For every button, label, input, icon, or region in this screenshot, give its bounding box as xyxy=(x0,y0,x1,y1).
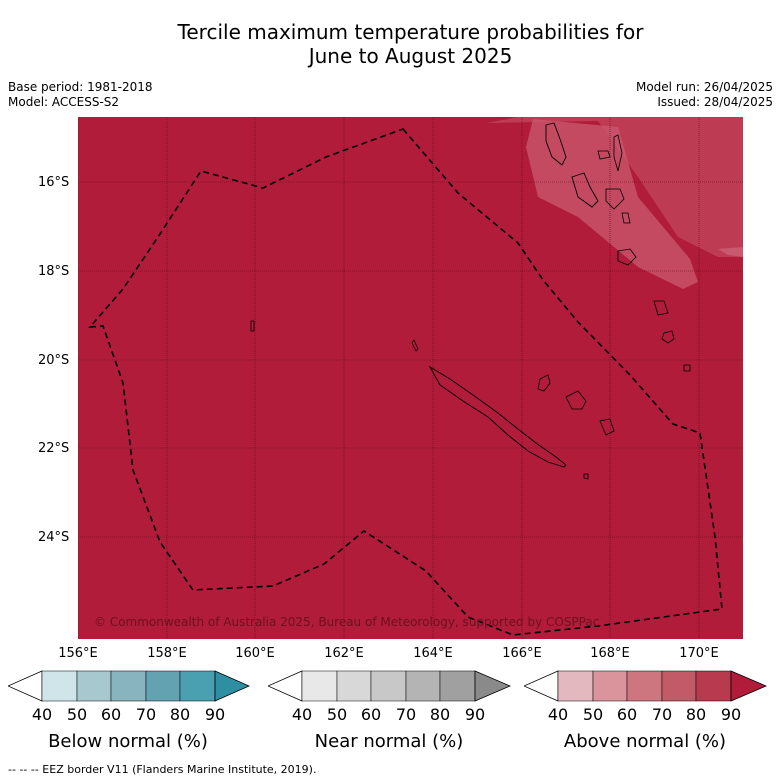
colorbar-tick: 70 xyxy=(395,705,417,724)
colorbar-tick: 90 xyxy=(204,705,226,724)
loyalty-island-3 xyxy=(599,418,615,436)
vanuatu-island-7 xyxy=(617,248,637,266)
lat-label: 24°S xyxy=(38,530,70,545)
colorbar-tick: 80 xyxy=(429,705,451,724)
lon-label: 160°E xyxy=(235,646,275,661)
below-normal-label: Below normal (%) xyxy=(48,731,208,752)
lat-label: 16°S xyxy=(38,175,70,190)
colorbar-tick: 40 xyxy=(31,705,53,724)
colorbar-tick: 50 xyxy=(582,705,604,724)
colorbar-tick: 40 xyxy=(291,705,313,724)
colorbar-tick: 40 xyxy=(547,705,569,724)
near-normal-label: Near normal (%) xyxy=(314,731,464,752)
model-name: Model: ACCESS-S2 xyxy=(8,95,120,109)
lon-label: 158°E xyxy=(147,646,187,661)
islet xyxy=(250,320,255,332)
colorbar-tick: 70 xyxy=(135,705,157,724)
lower-probability-patch xyxy=(718,247,743,257)
title-line-1: Tercile maximum temperature probabilitie… xyxy=(177,20,644,44)
lon-label: 168°E xyxy=(590,646,630,661)
lon-label: 164°E xyxy=(413,646,453,661)
lat-label: 22°S xyxy=(38,441,70,456)
above-normal-label: Above normal (%) xyxy=(563,731,727,752)
vanuatu-island-6 xyxy=(621,212,631,224)
above-normal-colorbar xyxy=(524,670,768,702)
meta-left: Base period: 1981-2018 Model: ACCESS-S2 xyxy=(8,80,153,110)
colorbar-tick: 90 xyxy=(464,705,486,724)
colorbar-tick: 50 xyxy=(326,705,348,724)
base-period: Base period: 1981-2018 xyxy=(8,80,153,94)
lon-label: 170°E xyxy=(679,646,719,661)
graticule xyxy=(78,117,743,639)
eez-border xyxy=(88,128,723,636)
vanuatu-island-1 xyxy=(545,122,567,166)
colorbar-tick: 60 xyxy=(100,705,122,724)
new-caledonia-island xyxy=(428,365,567,468)
below-normal-colorbar xyxy=(8,670,250,702)
colorbar-tick: 60 xyxy=(360,705,382,724)
colorbar-tick: 80 xyxy=(685,705,707,724)
lowest-probability-region xyxy=(526,119,698,289)
lat-label: 20°S xyxy=(38,353,70,368)
islet xyxy=(683,364,691,372)
loyalty-island-1 xyxy=(537,374,551,392)
model-run: Model run: 26/04/2025 xyxy=(635,80,773,94)
forecast-map[interactable]: © Commonwealth of Australia 2025, Bureau… xyxy=(78,117,743,639)
lower-probability-region xyxy=(486,117,743,257)
lon-label: 166°E xyxy=(502,646,542,661)
lon-label: 162°E xyxy=(324,646,364,661)
meta-right: Model run: 26/04/2025 Issued: 28/04/2025 xyxy=(636,80,773,110)
map-title: Tercile maximum temperature probabilitie… xyxy=(0,20,781,68)
colorbar-tick: 60 xyxy=(616,705,638,724)
vanuatu-island-5 xyxy=(605,188,625,210)
vanuatu-island-4 xyxy=(613,134,623,172)
vanuatu-island-2 xyxy=(571,172,599,208)
lon-label: 156°E xyxy=(58,646,98,661)
colorbar-tick: 90 xyxy=(720,705,742,724)
colorbar-tick: 70 xyxy=(651,705,673,724)
colorbar-tick: 80 xyxy=(169,705,191,724)
copyright-notice: © Commonwealth of Australia 2025, Bureau… xyxy=(94,615,599,629)
issued-date: Issued: 28/04/2025 xyxy=(657,95,773,109)
lat-label: 18°S xyxy=(38,264,70,279)
islet xyxy=(653,300,669,316)
islet xyxy=(583,473,589,480)
loyalty-island-2 xyxy=(565,390,587,410)
vanuatu-island-3 xyxy=(597,150,611,160)
map-background xyxy=(78,117,743,639)
eez-footnote: -- -- -- EEZ border V11 (Flanders Marine… xyxy=(8,763,317,776)
islet xyxy=(411,339,419,352)
islet xyxy=(661,330,675,344)
title-line-2: June to August 2025 xyxy=(308,44,513,68)
colorbar-tick: 50 xyxy=(66,705,88,724)
near-normal-colorbar xyxy=(268,670,512,702)
